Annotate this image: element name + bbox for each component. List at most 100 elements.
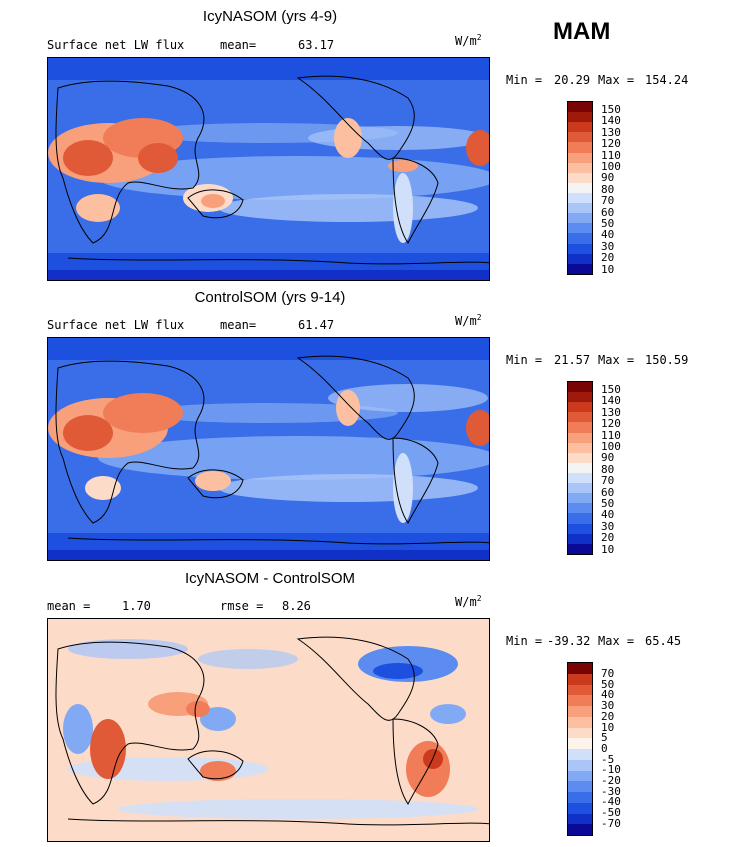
- panel2-max-value: 150.59: [645, 353, 689, 367]
- colorbar-segment: [568, 182, 592, 193]
- colorbar-segment: [568, 152, 592, 163]
- colorbar-segment: [568, 243, 592, 254]
- colorbar-tick-label: 140: [601, 394, 621, 408]
- colorbar-tick-label: 5: [601, 731, 608, 745]
- colorbar-segment: [568, 533, 592, 544]
- colorbar-tick-label: 50: [601, 677, 615, 691]
- panel1-map: [47, 57, 490, 281]
- colorbar-tick-label: -10: [601, 763, 621, 777]
- panel3-colorbar: [567, 662, 593, 836]
- panel2-units: W/m2: [455, 313, 482, 328]
- colorbar-tick-label: -70: [601, 816, 621, 830]
- colorbar-segment: [568, 543, 592, 554]
- panel1-variable: Surface net LW flux: [47, 38, 185, 52]
- colorbar-segment: [568, 412, 592, 423]
- colorbar-tick-label: 120: [601, 137, 621, 151]
- colorbar-segment: [568, 442, 592, 453]
- colorbar-tick-label: 130: [601, 125, 621, 139]
- colorbar-segment: [568, 402, 592, 413]
- colorbar-tick-label: 30: [601, 239, 615, 253]
- colorbar-tick-label: 20: [601, 531, 615, 545]
- colorbar-tick-label: 20: [601, 251, 615, 265]
- panel1-mean-value: 63.17: [298, 38, 335, 52]
- colorbar-segment: [568, 422, 592, 433]
- colorbar-tick-label: 30: [601, 519, 615, 533]
- panel2-mean-label: mean=: [220, 318, 257, 332]
- panel2-mean-value: 61.47: [298, 318, 335, 332]
- colorbar-tick-label: 80: [601, 462, 615, 476]
- colorbar-segment: [568, 472, 592, 484]
- colorbar-segment: [568, 132, 592, 143]
- colorbar-segment: [568, 513, 592, 524]
- colorbar-tick-label: -30: [601, 784, 621, 798]
- colorbar-segment: [568, 706, 592, 717]
- colorbar-tick-label: 110: [601, 148, 621, 162]
- panel3-min-label: Min =: [506, 634, 543, 648]
- panel3-map-svg: [48, 619, 489, 841]
- colorbar-tick-label: 60: [601, 205, 615, 219]
- colorbar-segment: [568, 493, 592, 504]
- colorbar-segment: [568, 223, 592, 234]
- colorbar-tick-label: 50: [601, 497, 615, 510]
- panel1-colorbar: [567, 101, 593, 275]
- colorbar-tick-label: -40: [601, 795, 621, 809]
- colorbar-segment: [568, 203, 592, 214]
- panel1-max-value: 154.24: [645, 73, 689, 87]
- colorbar-tick-label: 40: [601, 688, 615, 702]
- colorbar-tick-label: 130: [601, 405, 621, 419]
- colorbar-tick-label: 100: [601, 440, 621, 453]
- panel3-rmse-value: 8.26: [282, 599, 311, 613]
- colorbar-segment: [568, 802, 592, 814]
- colorbar-segment: [568, 792, 592, 803]
- colorbar-segment: [568, 749, 592, 760]
- colorbar-tick-label: -50: [601, 806, 621, 820]
- colorbar-segment: [568, 462, 592, 473]
- colorbar-segment: [568, 716, 592, 728]
- colorbar-tick-label: 80: [601, 182, 615, 196]
- colorbar-segment: [568, 432, 592, 443]
- colorbar-tick-label: 40: [601, 508, 615, 522]
- colorbar-tick-label: -20: [601, 774, 621, 787]
- panel1-map-svg: [48, 58, 489, 280]
- panel1-mean-label: mean=: [220, 38, 257, 52]
- colorbar-segment: [568, 663, 592, 674]
- panel1-max-label: Max =: [598, 73, 635, 87]
- colorbar-segment: [568, 233, 592, 244]
- colorbar-segment: [568, 503, 592, 514]
- panel1-title: IcyNASOM (yrs 4-9): [202, 8, 338, 25]
- colorbar-segment: [568, 695, 592, 706]
- colorbar-segment: [568, 770, 592, 782]
- colorbar-segment: [568, 727, 592, 739]
- panel2-map: [47, 337, 490, 561]
- colorbar-tick-label: 30: [601, 699, 615, 713]
- season-label: MAM: [553, 18, 611, 45]
- panel1-min-label: Min =: [506, 73, 543, 87]
- colorbar-segment: [568, 483, 592, 494]
- colorbar-segment: [568, 192, 592, 204]
- colorbar-segment: [568, 813, 592, 825]
- colorbar-segment: [568, 452, 592, 463]
- panel2-variable: Surface net LW flux: [47, 318, 185, 332]
- panel3-max-label: Max =: [598, 634, 635, 648]
- colorbar-tick-label: 150: [601, 383, 621, 396]
- colorbar-tick-label: 20: [601, 709, 615, 723]
- colorbar-segment: [568, 781, 592, 792]
- panel2-min-label: Min =: [506, 353, 543, 367]
- panel3-mean-label: mean =: [47, 599, 91, 613]
- panel2-map-svg: [48, 338, 489, 560]
- colorbar-segment: [568, 824, 592, 835]
- colorbar-segment: [568, 213, 592, 224]
- panel1-units: W/m2: [455, 33, 482, 48]
- panel3-title: IcyNASOM - ControlSOM: [184, 570, 356, 587]
- colorbar-tick-label: 70: [601, 474, 615, 488]
- colorbar-tick-label: 10: [601, 262, 615, 276]
- panel2-min-value: 21.57: [554, 353, 591, 367]
- colorbar-segment: [568, 253, 592, 264]
- colorbar-segment: [568, 759, 592, 771]
- colorbar-tick-label: 60: [601, 485, 615, 499]
- colorbar-segment: [568, 382, 592, 393]
- colorbar-tick-label: 70: [601, 667, 615, 680]
- colorbar-tick-label: -5: [601, 752, 615, 766]
- colorbar-tick-label: 110: [601, 428, 621, 442]
- colorbar-tick-label: 70: [601, 194, 615, 208]
